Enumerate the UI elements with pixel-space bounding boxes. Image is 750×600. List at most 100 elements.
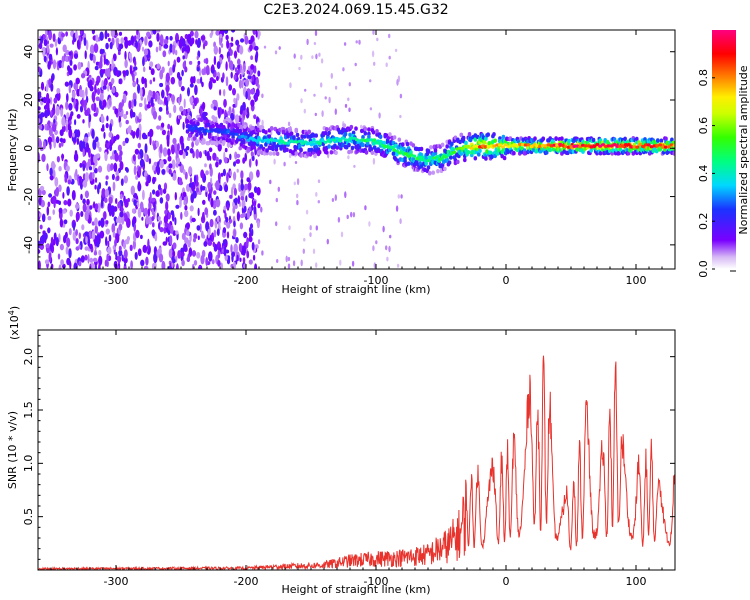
noise-speck [334, 85, 338, 90]
noise-speck [115, 198, 118, 204]
noise-speck [39, 212, 42, 218]
noise-speck [303, 108, 306, 114]
ridge-cell [350, 145, 355, 151]
noise-speck [174, 192, 177, 201]
noise-speck [202, 199, 206, 205]
noise-speck [124, 239, 130, 245]
noise-speck [247, 75, 252, 80]
noise-speck [99, 230, 105, 239]
noise-speck [134, 60, 137, 67]
ridge-core-cell [426, 159, 431, 163]
ridge-cell [397, 137, 402, 142]
noise-speck [248, 158, 252, 168]
noise-speck [80, 255, 85, 263]
y-tick-label: 40 [22, 45, 35, 59]
noise-speck [78, 260, 82, 267]
noise-speck [171, 44, 176, 55]
ridge-core-cell [438, 157, 442, 161]
noise-speck [84, 172, 89, 182]
noise-speck [169, 235, 173, 246]
noise-speck [139, 87, 143, 98]
noise-speck [94, 217, 98, 227]
colorbar-tick-label: 0.8 [697, 69, 710, 87]
noise-speck [49, 175, 54, 181]
noise-speck [355, 40, 358, 44]
noise-speck [112, 231, 116, 238]
ridge-core-cell [257, 138, 262, 142]
noise-speck [163, 182, 168, 191]
noise-speck [237, 195, 241, 205]
noise-speck [183, 98, 186, 109]
noise-speck [373, 61, 376, 66]
noise-speck [228, 60, 234, 70]
noise-speck [108, 131, 113, 138]
noise-speck [343, 42, 347, 46]
noise-speck [166, 137, 170, 148]
noise-speck [61, 153, 64, 162]
ridge-cell [285, 147, 289, 152]
noise-speck [73, 53, 79, 59]
noise-speck [108, 234, 112, 242]
ridge-core-cell [389, 145, 394, 149]
noise-speck [256, 169, 260, 178]
noise-speck [186, 33, 192, 44]
ridge-cell [307, 129, 312, 135]
ridge-cell [449, 155, 453, 160]
ridge-cell [312, 137, 316, 143]
y-tick-label: -20 [22, 188, 35, 206]
ridge-core-cell [560, 143, 565, 148]
noise-speck [46, 206, 50, 216]
noise-speck [210, 103, 214, 109]
noise-speck [151, 207, 154, 216]
ridge-cell [402, 146, 406, 152]
noise-speck [68, 228, 72, 236]
noise-speck [98, 61, 103, 69]
noise-speck [337, 216, 341, 223]
ridge-cell [589, 148, 593, 153]
noise-speck [208, 147, 213, 153]
noise-speck [238, 242, 243, 253]
noise-speck [38, 42, 43, 50]
noise-speck [55, 106, 60, 116]
ridge-cell [364, 150, 369, 155]
ridge-cell [243, 124, 247, 129]
ridge-cell [445, 157, 450, 162]
noise-speck [226, 204, 229, 210]
noise-speck [213, 45, 218, 55]
noise-speck [107, 240, 110, 247]
noise-speck [201, 186, 206, 191]
ridge-core-cell [663, 145, 668, 149]
noise-speck [197, 37, 201, 48]
noise-speck [153, 201, 156, 212]
noise-speck [53, 139, 57, 149]
noise-speck [73, 64, 77, 71]
noise-speck [43, 55, 47, 63]
noise-speck [253, 45, 259, 51]
noise-speck [119, 161, 124, 171]
noise-speck [40, 112, 45, 118]
noise-speck [138, 166, 142, 176]
noise-speck [79, 162, 83, 168]
ridge-core-cell [452, 150, 457, 154]
noise-speck [219, 89, 222, 96]
ridge-cell [544, 150, 549, 155]
noise-speck [44, 109, 49, 119]
noise-speck [212, 241, 216, 247]
noise-speck [137, 207, 142, 218]
ridge-core-cell [626, 143, 631, 147]
noise-speck [43, 39, 48, 47]
noise-speck [248, 206, 252, 212]
noise-speck [212, 79, 217, 84]
noise-speck [256, 220, 260, 229]
ridge-cell [294, 151, 299, 156]
noise-speck [143, 265, 149, 269]
noise-speck [60, 107, 64, 117]
noise-speck [182, 108, 186, 116]
noise-speck [161, 89, 165, 99]
x-tick-label: 0 [503, 274, 510, 287]
noise-speck [86, 198, 90, 206]
noise-speck [78, 232, 82, 239]
noise-speck [239, 45, 244, 55]
noise-speck [53, 118, 56, 125]
noise-speck [119, 193, 123, 200]
